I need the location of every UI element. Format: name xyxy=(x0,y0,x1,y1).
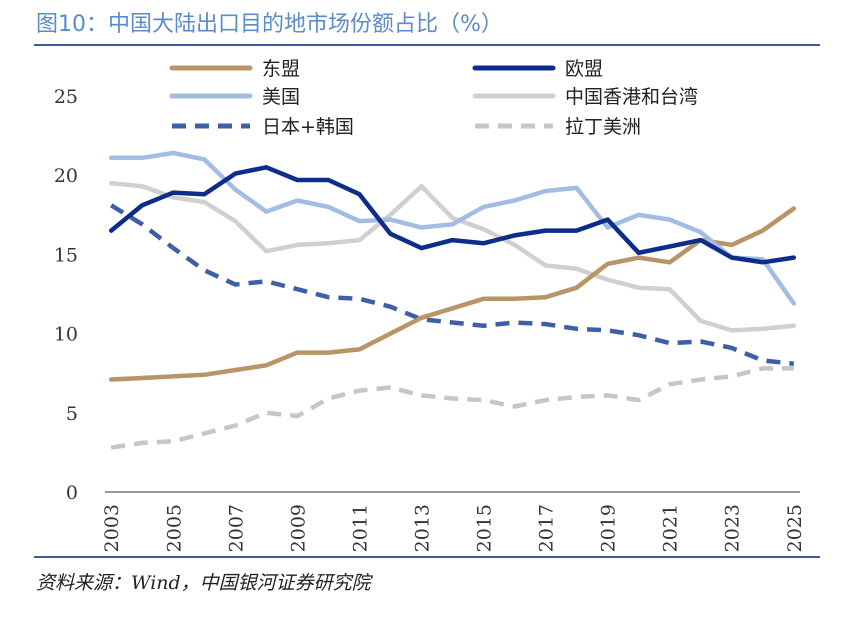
x-tick-label: 2009 xyxy=(287,504,309,552)
x-axis-ticks: 2003 2005 2007 2009 2011 2013 2015 2017 2019 2021… xyxy=(101,504,806,552)
x-tick-label: 2013 xyxy=(411,504,433,552)
series-line-3 xyxy=(108,180,797,333)
figure-title: 图10：中国大陆出口目的地市场份额占比（%） xyxy=(36,12,503,37)
series-line-2 xyxy=(108,150,797,306)
legend-label-1: 欧盟 xyxy=(565,58,603,80)
source-rule xyxy=(34,556,820,558)
x-tick-label: 2019 xyxy=(598,504,620,552)
x-tick-label: 2023 xyxy=(722,504,744,552)
source-note: 资料来源：Wind，中国银河证券研究院 xyxy=(36,572,371,594)
x-tick-label: 2015 xyxy=(474,504,496,552)
y-tick-label: 5 xyxy=(66,403,78,425)
y-tick-label: 25 xyxy=(54,86,78,108)
series-lines xyxy=(108,150,797,450)
y-tick-label: 10 xyxy=(54,324,78,346)
x-tick-label: 2011 xyxy=(349,504,371,552)
legend-label-0: 东盟 xyxy=(262,58,300,80)
legend-label-3: 中国香港和台湾 xyxy=(565,86,698,108)
series-line-5 xyxy=(110,366,794,450)
x-tick-label: 2025 xyxy=(784,504,806,552)
series-line-4 xyxy=(110,203,795,366)
y-tick-label: 15 xyxy=(54,244,78,266)
x-tick-label: 2007 xyxy=(225,504,247,552)
series-line-1 xyxy=(108,165,797,265)
y-tick-label: 20 xyxy=(54,165,78,187)
legend-label-4: 日本+韩国 xyxy=(262,116,354,138)
y-tick-label: 0 xyxy=(66,482,78,504)
y-axis-ticks: 0 5 10 15 20 25 xyxy=(54,86,78,504)
x-tick-label: 2003 xyxy=(101,504,123,552)
legend-label-2: 美国 xyxy=(262,86,300,108)
x-tick-label: 2005 xyxy=(163,504,185,552)
title-rule xyxy=(34,44,820,46)
series-line-0 xyxy=(108,206,797,382)
x-tick-label: 2021 xyxy=(660,504,682,552)
x-tick-label: 2017 xyxy=(536,504,558,552)
legend-label-5: 拉丁美洲 xyxy=(565,116,641,138)
